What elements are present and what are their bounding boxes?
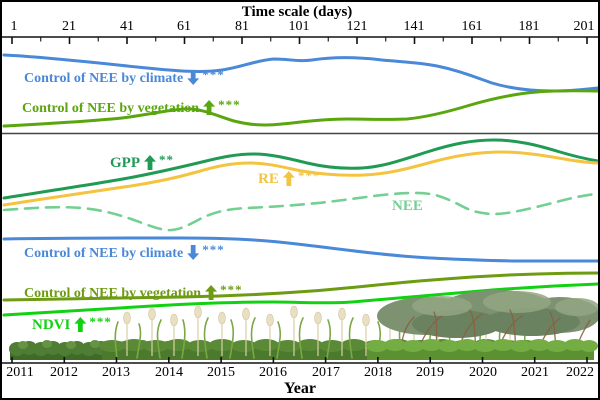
bottom-axis-tick-2019: 2019 [416, 365, 444, 380]
ndvi-label: NDVI *** [32, 315, 112, 333]
top-axis-tick-201: 201 [573, 19, 595, 34]
bottom-axis-title: Year [284, 380, 316, 397]
top-axis-tick-121: 121 [346, 19, 368, 34]
bottom-axis-tick-2013: 2013 [102, 365, 130, 380]
bottom-axis-tick-2017: 2017 [312, 365, 340, 380]
top-vegetation-label: Control of NEE by vegetation *** [22, 98, 241, 116]
top-climate-curve [2, 53, 598, 93]
bottom-vegetation-label: Control of NEE by vegetation *** [24, 283, 243, 301]
bottom-vegetation-significance: *** [220, 282, 243, 297]
gpp-label-text: GPP [110, 155, 140, 171]
top-axis-tick-1: 1 [10, 19, 18, 34]
bottom-climate-curve [2, 236, 598, 263]
top-axis-tick-61: 61 [177, 19, 191, 34]
re-label: RE *** [258, 169, 320, 187]
up-arrow-icon [74, 317, 87, 332]
up-arrow-icon [203, 100, 216, 115]
bottom-axis-tick-2018: 2018 [364, 365, 392, 380]
re-significance: *** [297, 168, 321, 183]
bottom-vegetation-label-text: Control of NEE by vegetation [24, 286, 202, 301]
top-climate-label-text: Control of NEE by climate [24, 71, 184, 86]
top-axis-tick-161: 161 [461, 19, 483, 34]
top-axis-tick-21: 21 [62, 19, 76, 34]
bottom-axis-tick-2012: 2012 [50, 365, 78, 380]
bottom-axis-tick-2015: 2015 [207, 365, 235, 380]
top-vegetation-significance: *** [218, 97, 241, 112]
gpp-significance: ** [159, 152, 174, 167]
bottom-axis-tick-2016: 2016 [259, 365, 287, 380]
bottom-axis [2, 357, 598, 364]
re-label-text: RE [258, 171, 279, 187]
bottom-vegetation-curve [2, 271, 598, 302]
top-climate-label: Control of NEE by climate *** [24, 68, 225, 86]
top-axis-tick-141: 141 [403, 19, 425, 34]
top-climate-significance: *** [202, 67, 225, 82]
vegetation-trees [366, 290, 598, 360]
top-vegetation-curve [2, 89, 598, 128]
bottom-climate-label: Control of NEE by climate *** [24, 243, 225, 261]
top-axis-tick-81: 81 [235, 19, 249, 34]
nee-label: NEE [392, 199, 423, 214]
bottom-axis-tick-2021: 2021 [521, 365, 549, 380]
re-curve [2, 150, 598, 207]
gpp-label: GPP ** [110, 153, 174, 171]
nee-curve [2, 191, 598, 232]
gpp-curve [2, 138, 598, 200]
top-axis-tick-41: 41 [120, 19, 134, 34]
ndvi-curve [2, 282, 598, 317]
bottom-axis-tick-2014: 2014 [155, 365, 183, 380]
bottom-axis-tick-2011: 2011 [6, 365, 34, 380]
up-arrow-icon [144, 155, 156, 170]
bottom-climate-label-text: Control of NEE by climate [24, 246, 184, 261]
top-axis-tick-181: 181 [518, 19, 540, 34]
bottom-climate-significance: *** [202, 242, 225, 257]
top-axis-title: Time scale (days) [241, 4, 353, 20]
down-arrow-icon [187, 245, 200, 260]
top-axis-tick-101: 101 [288, 19, 310, 34]
down-arrow-icon [187, 70, 200, 85]
ndvi-label-text: NDVI [32, 317, 71, 333]
top-vegetation-label-text: Control of NEE by vegetation [22, 101, 200, 116]
bottom-axis-tick-2020: 2020 [469, 365, 497, 380]
up-arrow-icon [205, 285, 218, 300]
up-arrow-icon [282, 171, 295, 186]
top-axis [2, 36, 598, 44]
ndvi-significance: *** [89, 314, 112, 329]
nee-label-text: NEE [392, 198, 423, 214]
bottom-axis-tick-2022: 2022 [566, 365, 594, 380]
